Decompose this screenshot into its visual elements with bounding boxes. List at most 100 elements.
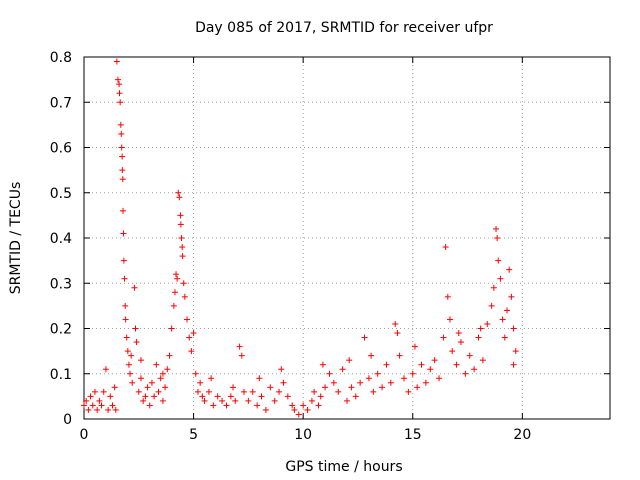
data-point xyxy=(119,153,126,160)
data-point xyxy=(100,388,107,395)
data-point xyxy=(466,352,473,359)
data-point xyxy=(177,212,184,219)
data-point xyxy=(379,384,386,391)
data-point xyxy=(479,357,486,364)
data-point xyxy=(114,76,121,83)
data-point xyxy=(508,293,515,300)
data-point xyxy=(171,289,178,296)
data-point xyxy=(295,411,302,418)
data-point xyxy=(304,406,311,413)
data-point xyxy=(119,176,126,183)
data-point xyxy=(186,334,193,341)
data-point xyxy=(118,130,125,137)
data-point xyxy=(184,316,191,323)
data-point xyxy=(146,402,153,409)
axes: 0 5 10 15 20 0 0.1 0.2 0.3 0.4 0.5 0.6 0.7 0.8 xyxy=(50,50,610,443)
x-axis-label: GPS time / hours xyxy=(285,459,402,475)
data-point xyxy=(365,375,372,382)
data-point xyxy=(120,230,127,237)
data-point xyxy=(176,194,183,201)
data-point xyxy=(94,406,101,413)
data-point xyxy=(174,275,181,282)
data-point xyxy=(374,370,381,377)
data-point xyxy=(155,388,162,395)
data-point xyxy=(190,330,197,337)
x-tick-label: 15 xyxy=(404,427,422,443)
data-point xyxy=(135,388,142,395)
data-point xyxy=(131,284,138,291)
data-point xyxy=(129,379,136,386)
data-point xyxy=(127,370,134,377)
data-point xyxy=(339,366,346,373)
data-point xyxy=(238,352,245,359)
data-point xyxy=(85,406,92,413)
data-point xyxy=(210,402,217,409)
data-point xyxy=(335,388,342,395)
data-point xyxy=(144,384,151,391)
data-point xyxy=(262,406,269,413)
y-tick-label: 0.1 xyxy=(50,367,72,383)
data-point xyxy=(400,375,407,382)
data-point xyxy=(258,393,265,400)
data-point xyxy=(396,352,403,359)
data-point xyxy=(219,397,226,404)
data-point xyxy=(427,366,434,373)
data-point xyxy=(394,330,401,337)
data-point xyxy=(181,293,188,300)
data-point xyxy=(137,375,144,382)
data-point xyxy=(512,348,519,355)
data-point xyxy=(442,244,449,251)
plot-frame xyxy=(83,56,611,420)
data-point xyxy=(506,266,513,273)
data-point xyxy=(164,366,171,373)
data-point xyxy=(98,402,105,409)
data-point xyxy=(133,339,140,346)
x-tick-label: 10 xyxy=(294,427,312,443)
data-point xyxy=(414,384,421,391)
data-point xyxy=(411,343,418,350)
data-point xyxy=(453,361,460,368)
data-point xyxy=(497,275,504,282)
data-point xyxy=(168,325,175,332)
data-point xyxy=(440,334,447,341)
data-point xyxy=(346,357,353,364)
data-point xyxy=(122,302,129,309)
data-point xyxy=(109,402,116,409)
data-point xyxy=(278,366,285,373)
data-point xyxy=(317,393,324,400)
data-point xyxy=(315,402,322,409)
data-point xyxy=(457,339,464,346)
data-point xyxy=(214,393,221,400)
data-point xyxy=(344,397,350,404)
data-point xyxy=(120,257,127,264)
data-point xyxy=(494,235,501,241)
data-point xyxy=(151,393,158,400)
data-point xyxy=(291,406,298,413)
data-point xyxy=(490,284,497,291)
data-point xyxy=(276,388,283,395)
data-point xyxy=(484,320,491,327)
data-point xyxy=(173,271,180,278)
data-point xyxy=(83,397,90,404)
data-point xyxy=(117,99,124,106)
data-point xyxy=(409,370,416,377)
data-point xyxy=(89,402,96,409)
data-point xyxy=(125,361,132,368)
y-tick-label: 0 xyxy=(63,412,72,428)
data-point xyxy=(449,348,456,355)
data-point xyxy=(256,375,263,382)
data-point xyxy=(348,384,355,391)
grid xyxy=(84,57,610,419)
data-point xyxy=(289,402,296,409)
data-point xyxy=(510,361,517,368)
data-point xyxy=(392,320,399,327)
data-point xyxy=(431,357,438,364)
data-point xyxy=(436,375,443,382)
data-point xyxy=(140,397,147,404)
data-point xyxy=(178,235,185,241)
data-point xyxy=(122,316,129,323)
data-point xyxy=(87,393,94,400)
data-point xyxy=(503,307,510,314)
data-point xyxy=(123,334,130,341)
data-point xyxy=(166,352,173,359)
